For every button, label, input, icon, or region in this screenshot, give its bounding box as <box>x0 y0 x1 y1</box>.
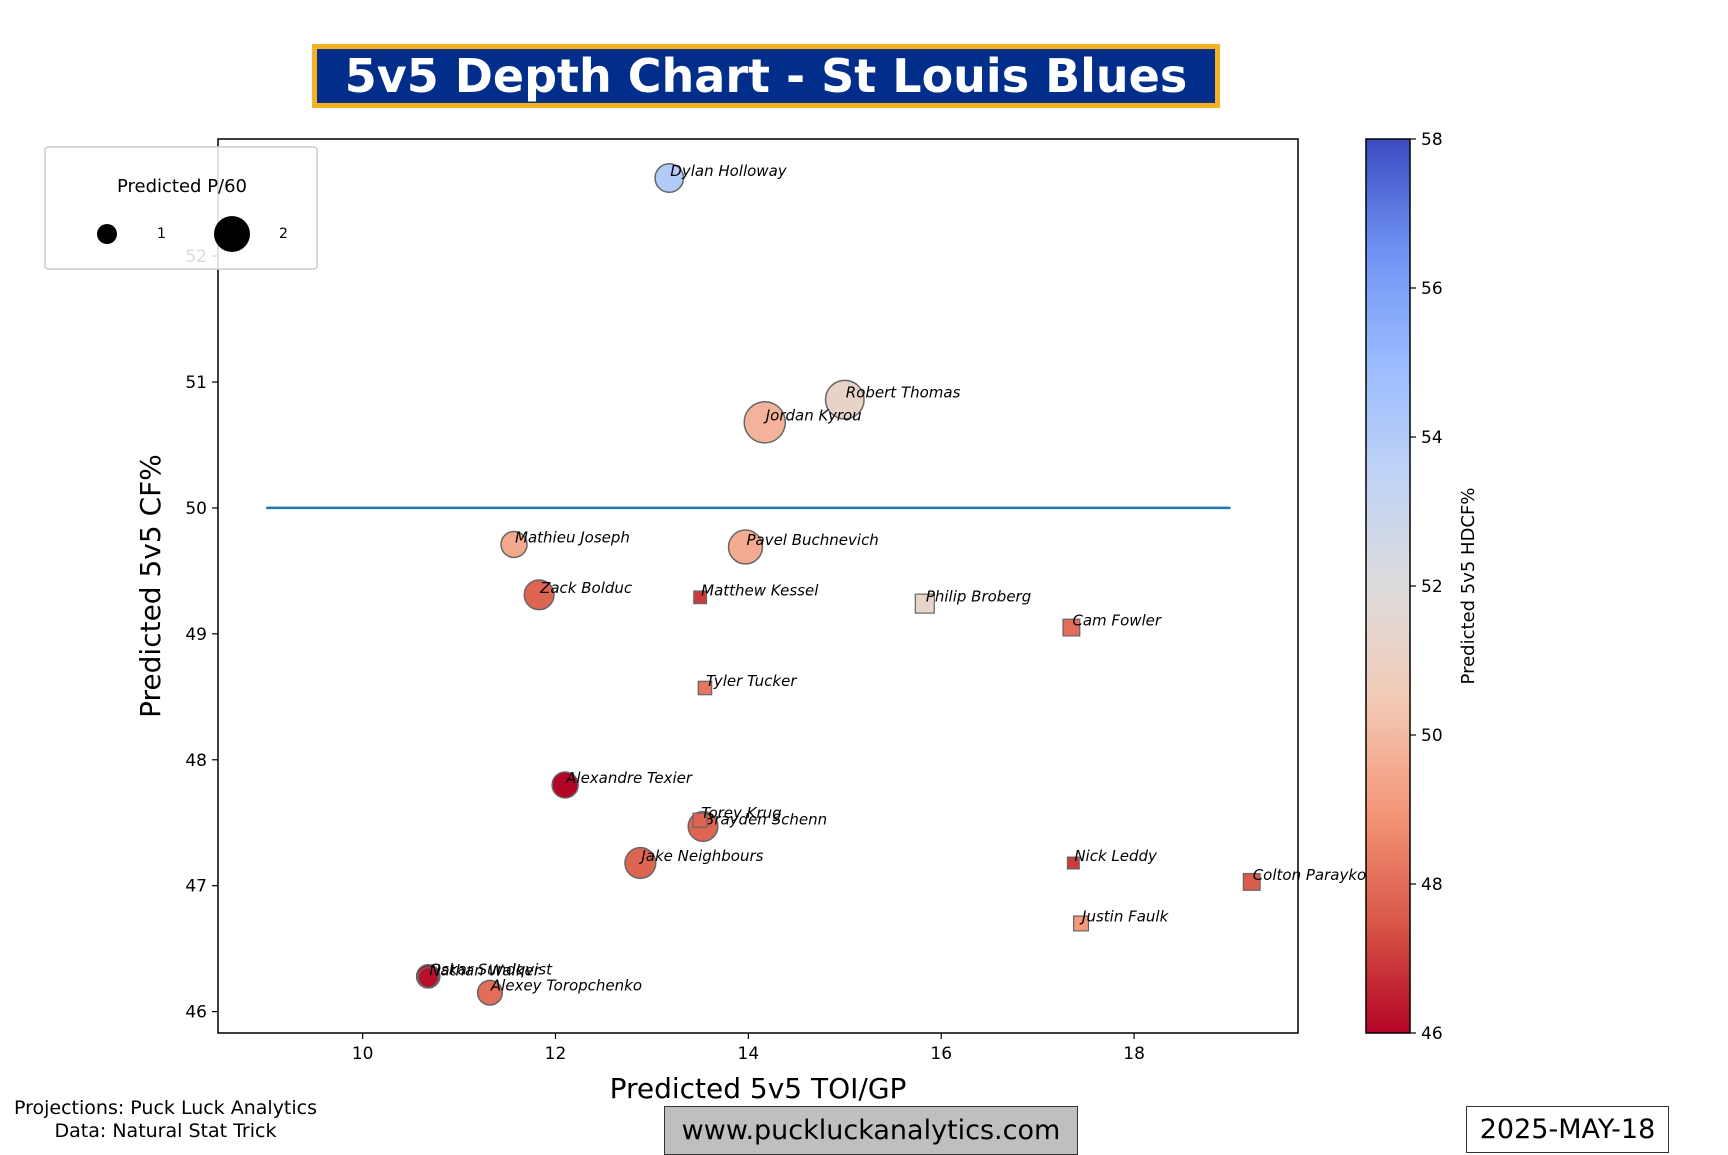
x-tick-label: 18 <box>1123 1044 1145 1064</box>
player-marker[interactable] <box>824 379 865 420</box>
x-axis-label: Predicted 5v5 TOI/GP <box>610 1072 907 1105</box>
player-marker[interactable] <box>551 771 579 799</box>
player-marker[interactable] <box>693 590 708 605</box>
y-axis-label: Predicted 5v5 CF% <box>134 454 167 718</box>
player-marker[interactable] <box>624 846 657 880</box>
colorbar-label: Predicted 5v5 HDCF% <box>1458 488 1479 685</box>
player-label: Matthew Kessel <box>701 581 819 599</box>
player-label: Justin Faulk <box>1079 907 1170 925</box>
chart-title: 5v5 Depth Chart - St Louis Blues <box>344 49 1188 103</box>
x-tick-label: 12 <box>545 1044 567 1064</box>
colorbar-tick-label: 48 <box>1421 875 1443 895</box>
player-marker[interactable] <box>727 529 764 565</box>
player-marker[interactable] <box>1242 872 1261 891</box>
plot-area <box>218 139 1298 1033</box>
player-marker[interactable] <box>697 680 713 696</box>
y-tick-label: 51 <box>185 373 207 393</box>
date-label: 2025-MAY-18 <box>1466 1106 1669 1153</box>
player-label: Torey Krug <box>701 804 782 822</box>
plot-frame <box>217 138 1299 1034</box>
player-marker[interactable] <box>914 593 935 614</box>
player-label: Oskar Sundqvist <box>429 960 553 978</box>
y-tick-label: 50 <box>185 499 207 519</box>
credits: Projections: Puck Luck Analytics Data: N… <box>14 1097 317 1143</box>
y-tick-label: 49 <box>185 625 207 645</box>
player-marker[interactable] <box>500 530 528 559</box>
player-label: Jake Neighbours <box>638 847 763 865</box>
player-label: Colton Parayko <box>1253 866 1367 884</box>
size-legend-marker-large <box>214 216 250 252</box>
player-label: Tyler Tucker <box>706 672 797 690</box>
size-legend-label-large: 2 <box>279 226 288 242</box>
title-banner: 5v5 Depth Chart - St Louis Blues <box>312 44 1220 108</box>
size-legend: Predicted P/60 1 2 <box>44 146 318 270</box>
projections-credit: Projections: Puck Luck Analytics <box>14 1097 318 1119</box>
x-tick-label: 16 <box>930 1044 952 1064</box>
player-marker[interactable] <box>1062 618 1081 637</box>
player-label: Alexey Toropchenko <box>490 977 642 995</box>
size-legend-title: Predicted P/60 <box>117 176 247 197</box>
colorbar-tick-label: 56 <box>1421 279 1443 299</box>
player-marker[interactable] <box>743 401 787 444</box>
player-label: Alexandre Texier <box>565 769 693 787</box>
player-marker[interactable] <box>1066 856 1080 870</box>
size-legend-label-small: 1 <box>157 226 166 242</box>
y-tick-label: 46 <box>185 1003 207 1023</box>
player-label: Brayden Schenn <box>704 810 827 828</box>
data-credit: Data: Natural Stat Trick <box>54 1120 277 1142</box>
player-marker[interactable] <box>1073 915 1090 932</box>
player-label: Philip Broberg <box>926 588 1031 606</box>
size-legend-marker-small <box>97 224 117 244</box>
player-label: Mathieu Joseph <box>515 528 630 546</box>
player-marker[interactable] <box>654 163 685 194</box>
player-label: Nick Leddy <box>1074 847 1158 865</box>
colorbar-tick-label: 52 <box>1421 577 1443 597</box>
player-marker[interactable] <box>417 966 440 989</box>
colorbar-tick-label: 46 <box>1421 1024 1443 1044</box>
y-tick-label: 47 <box>185 877 207 897</box>
player-label: Jordan Kyrou <box>763 406 862 424</box>
colorbar-tick-label: 54 <box>1421 428 1443 448</box>
y-tick-label: 48 <box>185 751 207 771</box>
player-label: Robert Thomas <box>846 384 961 402</box>
colorbar <box>1365 138 1411 1034</box>
player-marker[interactable] <box>523 579 555 611</box>
website-link[interactable]: www.puckluckanalytics.com <box>664 1106 1078 1155</box>
player-label: Nathan Walker <box>429 962 541 980</box>
player-marker[interactable] <box>692 812 708 828</box>
player-label: Pavel Buchnevich <box>746 531 878 549</box>
x-tick-label: 10 <box>352 1044 374 1064</box>
player-marker[interactable] <box>476 979 504 1006</box>
colorbar-tick-label: 58 <box>1421 130 1443 150</box>
player-label: Zack Bolduc <box>539 579 633 597</box>
player-label: Cam Fowler <box>1072 612 1162 630</box>
x-tick-label: 14 <box>738 1044 760 1064</box>
colorbar-tick-label: 50 <box>1421 726 1443 746</box>
player-label: Dylan Holloway <box>670 162 787 180</box>
